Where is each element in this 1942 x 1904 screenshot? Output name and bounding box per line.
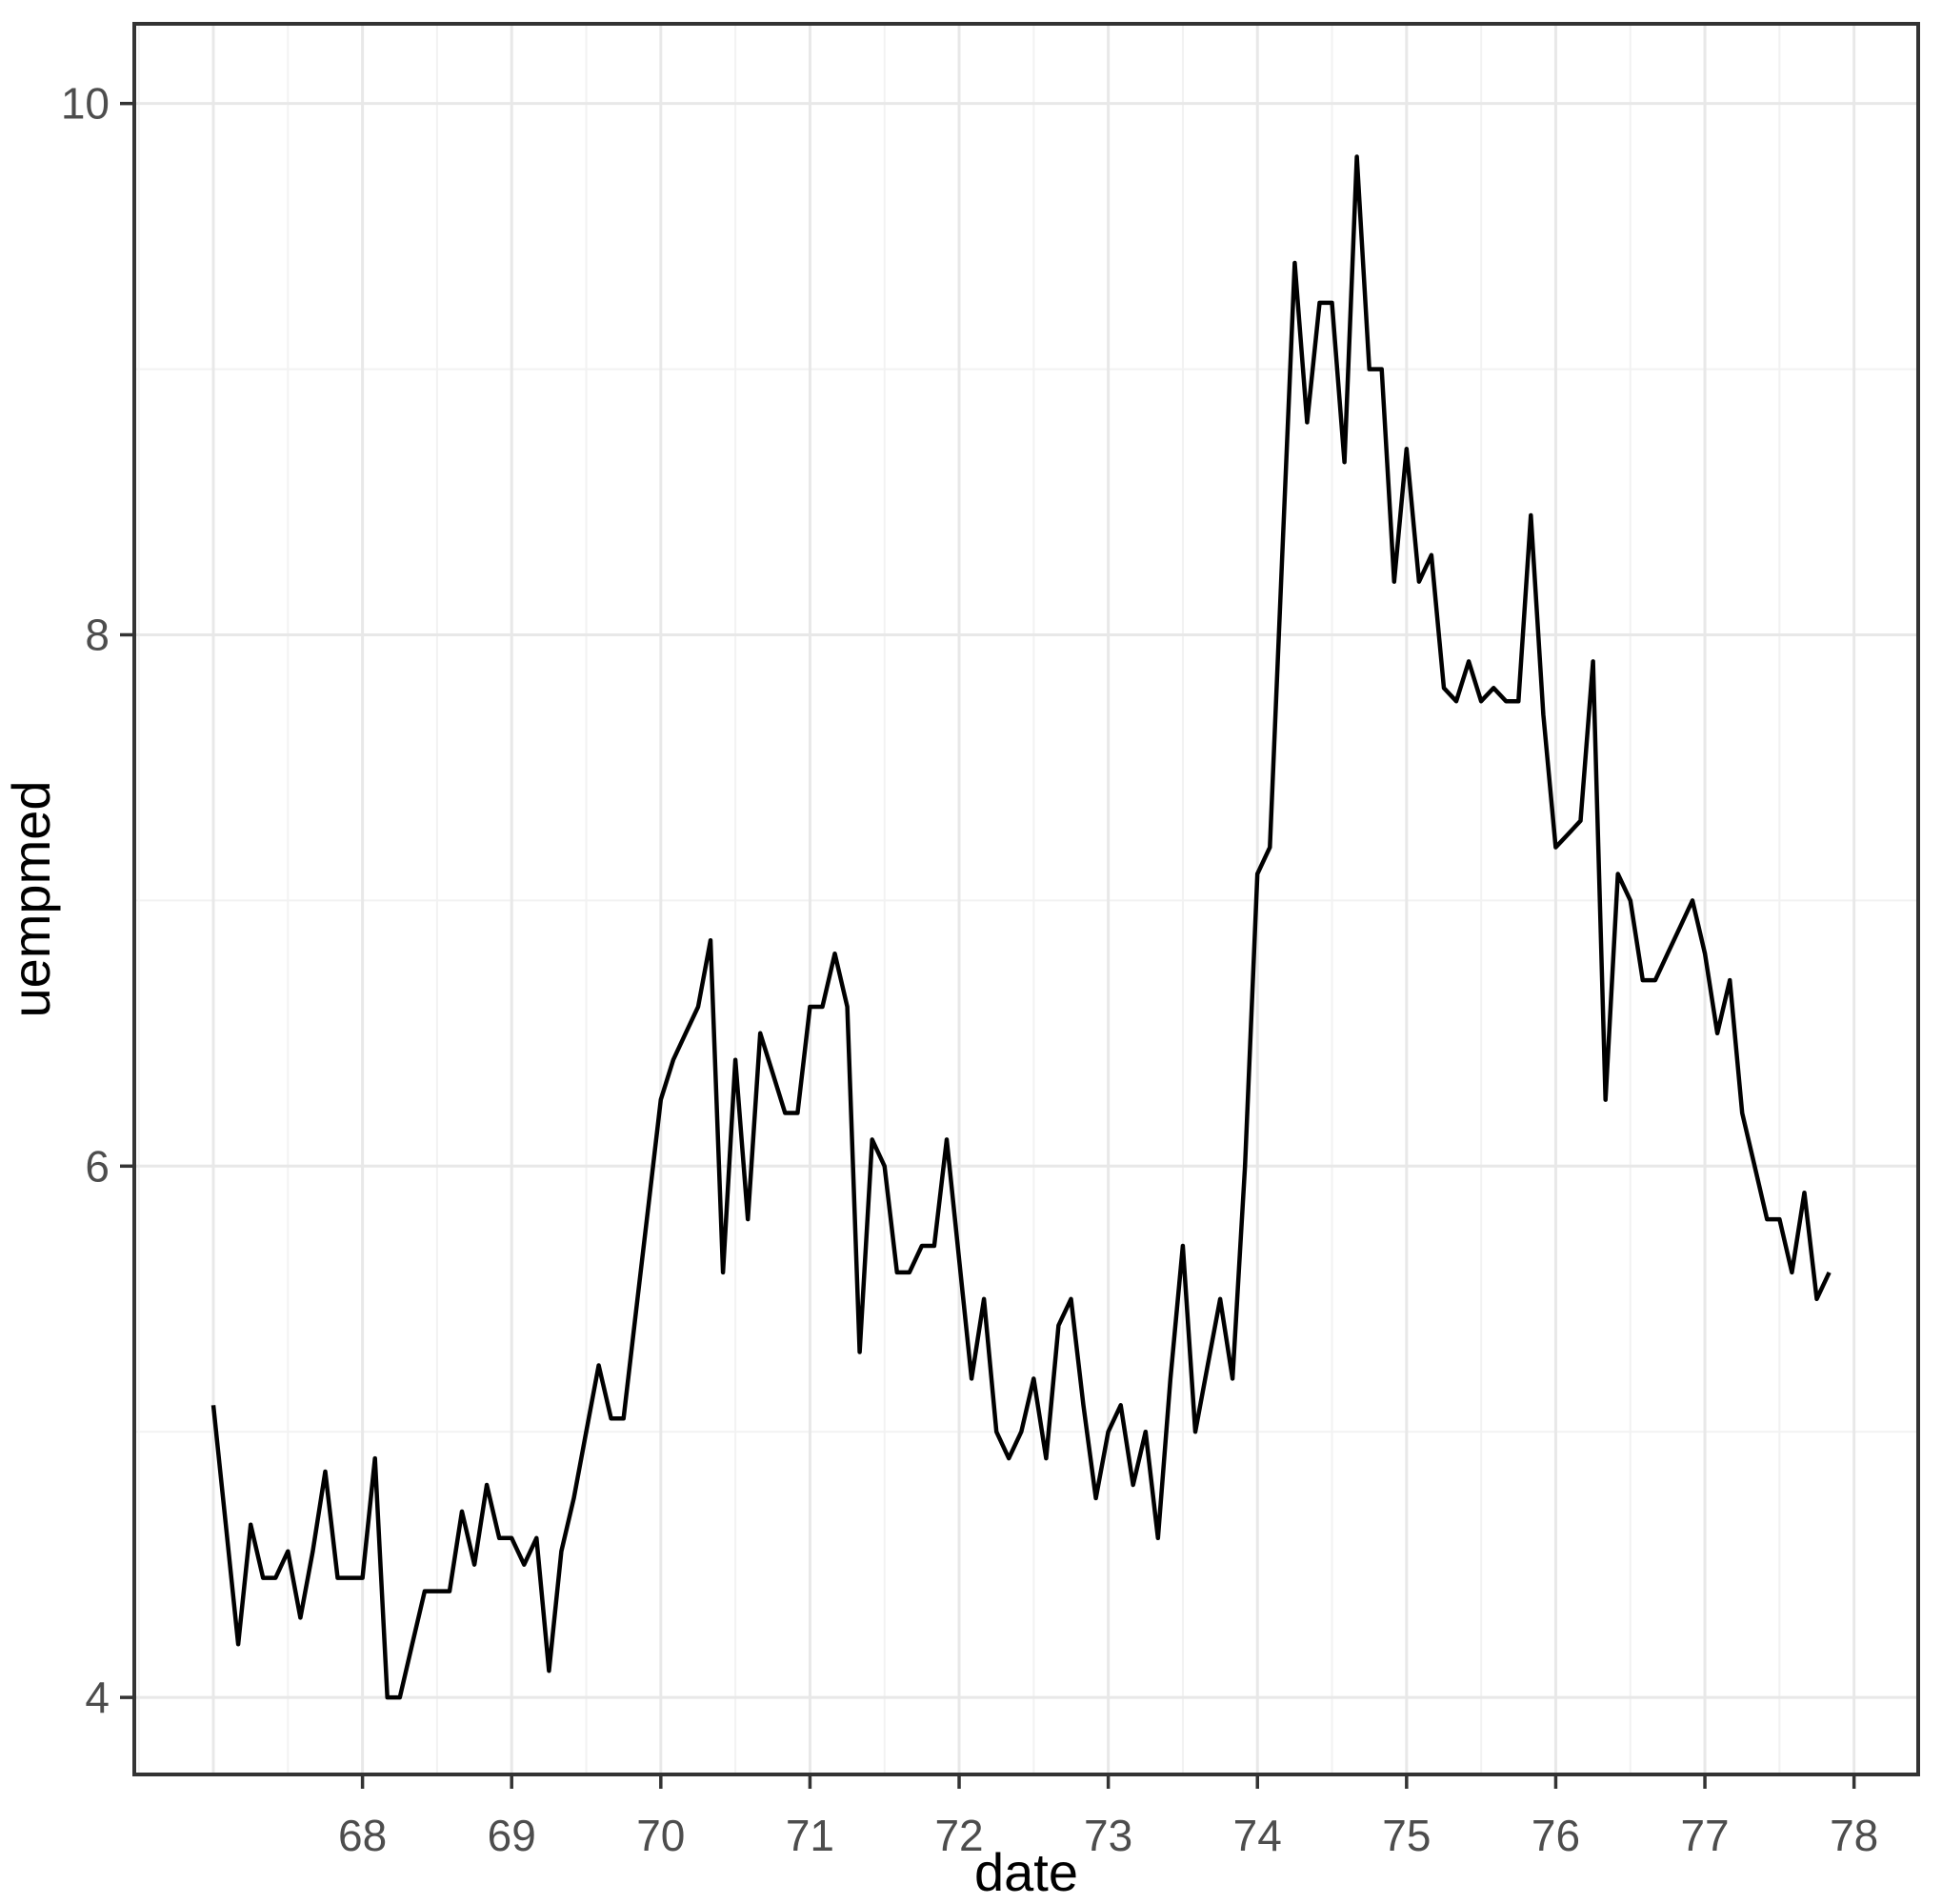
y-tick-label: 10 [61, 79, 110, 129]
panel-border [132, 22, 1920, 1776]
x-tick-label: 74 [1233, 1811, 1282, 1860]
x-tick-label: 75 [1382, 1811, 1431, 1860]
y-tick-label: 8 [85, 610, 110, 659]
data-series [210, 154, 1832, 1700]
y-tick-label: 4 [85, 1673, 110, 1722]
x-tick-label: 70 [636, 1811, 685, 1860]
tick-marks [120, 101, 1856, 1789]
x-tick-label: 77 [1680, 1811, 1729, 1860]
x-tick-label: 68 [338, 1811, 387, 1860]
y-axis-title: uempmed [1, 780, 61, 1017]
x-tick-label: 69 [488, 1811, 536, 1860]
panel-frame [132, 22, 1920, 1776]
x-tick-label: 72 [934, 1811, 983, 1860]
x-axis-title: date [974, 1842, 1078, 1902]
y-tick-label: 6 [85, 1141, 110, 1191]
grid-minor [134, 24, 1918, 1774]
x-tick-label: 78 [1830, 1811, 1878, 1860]
x-tick-label: 73 [1084, 1811, 1132, 1860]
x-tick-label: 76 [1532, 1811, 1580, 1860]
x-tick-label: 71 [786, 1811, 834, 1860]
data-line [210, 154, 1832, 1700]
grid-major [134, 24, 1918, 1774]
